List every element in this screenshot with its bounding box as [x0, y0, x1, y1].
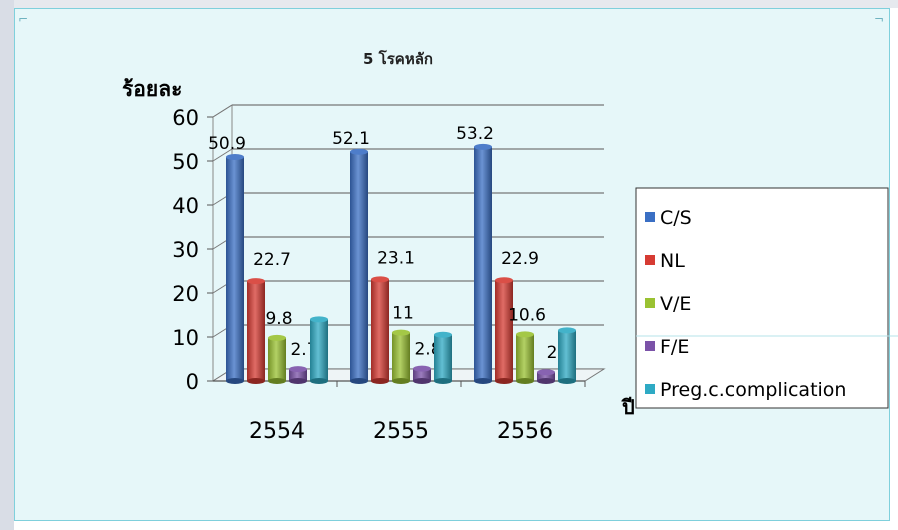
legend-swatch-preg-c-complication — [645, 384, 655, 394]
bar-c-s-2556 — [474, 146, 492, 381]
y-tick-label: 60 — [172, 106, 199, 130]
bar-preg-c-complication-2554 — [310, 319, 328, 381]
bar-nl-2554 — [247, 281, 265, 381]
data-label: 9.8 — [265, 309, 292, 329]
legend-label: F/E — [660, 336, 689, 358]
x-axis-label: ปี — [621, 395, 635, 419]
x-tick-label: 2556 — [497, 419, 553, 444]
bar-cap — [537, 369, 555, 376]
legend-swatch-f-e — [645, 341, 655, 351]
legend-label: C/S — [660, 207, 692, 229]
bar-base — [310, 378, 328, 384]
bar-v-e-2555 — [392, 332, 410, 381]
data-label: 10.6 — [508, 305, 546, 325]
bar-cap — [392, 329, 410, 336]
bar-base — [474, 378, 492, 384]
bar-cap — [516, 331, 534, 338]
bar-nl-2555 — [371, 279, 389, 381]
gridline-diag — [212, 148, 233, 162]
bar-base — [247, 378, 265, 384]
bar-base — [516, 378, 534, 384]
data-label: 11 — [392, 304, 414, 324]
y-tick-label: 30 — [172, 238, 199, 262]
legend-swatch-v-e — [645, 298, 655, 308]
legend-box — [635, 187, 889, 409]
legend-label: Preg.c.complication — [660, 379, 846, 401]
y-tick-label: 10 — [172, 326, 199, 350]
legend-label: NL — [660, 250, 685, 272]
bar-nl-2556 — [495, 280, 513, 381]
left-strip — [0, 0, 14, 530]
bar-cap — [310, 316, 328, 323]
bar-base — [226, 378, 244, 384]
bar-preg-c-complication-2556 — [558, 330, 576, 381]
bar-cap — [434, 331, 452, 338]
bar-base — [434, 378, 452, 384]
bar-v-e-2554 — [268, 337, 286, 381]
bar-cap — [247, 278, 265, 285]
bar-v-e-2556 — [516, 334, 534, 381]
bar-cap — [474, 143, 492, 150]
gridline-diag — [212, 104, 233, 118]
corner-mark-top-left: ⌐ — [18, 12, 29, 26]
data-label: 2 — [547, 343, 558, 363]
bar-base — [537, 378, 555, 384]
bar-base — [289, 378, 307, 384]
data-label: 53.2 — [456, 124, 494, 144]
bar-base — [371, 378, 389, 384]
bar-base — [558, 378, 576, 384]
x-tick-label: 2555 — [373, 419, 429, 444]
chart-title: 5 โรคหลัก — [363, 49, 433, 68]
y-axis-label: ร้อยละ — [122, 77, 182, 101]
y-tick-label: 0 — [186, 370, 199, 394]
bar-cap — [558, 327, 576, 334]
bar-base — [495, 378, 513, 384]
y-tick-label: 20 — [172, 282, 199, 306]
legend-swatch-c-s — [645, 212, 655, 222]
x-tick-label: 2554 — [249, 419, 305, 444]
y-tick-label: 40 — [172, 194, 199, 218]
bar-f-e-2556 — [537, 372, 555, 381]
bar-cap — [371, 276, 389, 283]
bar-base — [350, 378, 368, 384]
bar-cap — [413, 365, 431, 372]
data-label: 50.9 — [208, 134, 246, 154]
bar-cap — [289, 366, 307, 373]
bar-base — [413, 378, 431, 384]
bar-f-e-2555 — [413, 368, 431, 381]
data-label: 22.7 — [253, 250, 291, 270]
corner-mark-top-right: ¬ — [874, 12, 885, 26]
bar-cap — [268, 334, 286, 341]
bar-cap — [226, 154, 244, 161]
bar-c-s-2554 — [226, 157, 244, 381]
bar-base — [392, 378, 410, 384]
data-label: 23.1 — [377, 248, 415, 268]
bar-cap — [495, 277, 513, 284]
bar-cap — [350, 148, 368, 155]
y-tick-label: 50 — [172, 150, 199, 174]
legend-label: V/E — [660, 293, 691, 315]
axis-ticks: 0 10 20 30 40 50 60 2554 2555 2556 — [172, 106, 586, 444]
legend-swatch-nl — [645, 255, 655, 265]
bar-f-e-2554 — [289, 369, 307, 381]
data-label: 52.1 — [332, 129, 370, 149]
legend: C/S NL V/E F/E Preg.c.complication — [635, 187, 898, 409]
bar-base — [268, 378, 286, 384]
bar-c-s-2555 — [350, 151, 368, 381]
bar-preg-c-complication-2555 — [434, 334, 452, 381]
data-label: 22.9 — [501, 249, 539, 269]
top-strip — [0, 0, 898, 8]
